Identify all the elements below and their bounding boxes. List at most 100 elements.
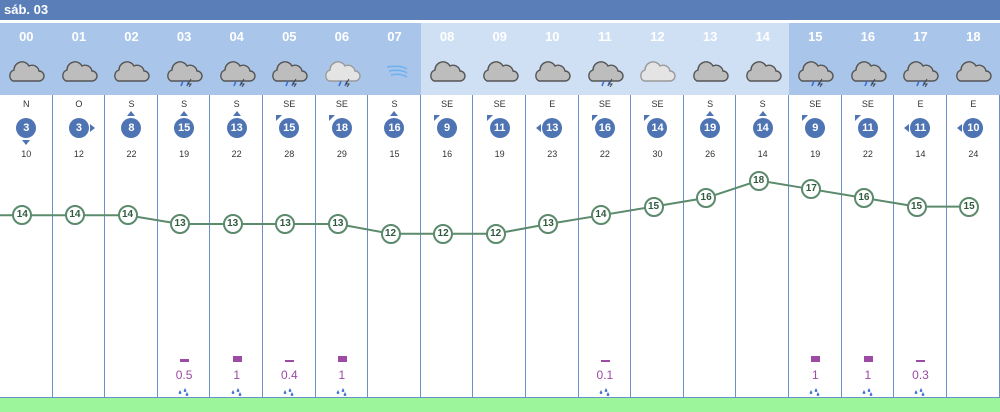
- rain-amount: 0.5: [175, 368, 193, 382]
- hour-header-bg: [841, 23, 895, 95]
- wind-direction: N: [23, 99, 30, 109]
- column-divider: [314, 95, 316, 400]
- wind-speed-badge: 18: [331, 118, 352, 138]
- rain-bar: [232, 356, 242, 362]
- wind-speed-badge: 11: [489, 118, 510, 138]
- rain-bar: [863, 356, 873, 362]
- wind-direction: S: [707, 99, 714, 109]
- column-divider: [472, 95, 474, 400]
- hour-header-bg: [157, 23, 211, 95]
- rain-drop-icon: [336, 388, 347, 397]
- hour-column: 14 S 14 14: [736, 23, 789, 412]
- column-divider: [998, 95, 1000, 400]
- hour-header-bg: [736, 23, 789, 95]
- cloudy-icon: [5, 57, 47, 87]
- hour-column: 05 SE 15 28 0.4: [263, 23, 316, 412]
- wind-speed-badge: 16: [384, 118, 405, 138]
- hour-label: 12: [650, 29, 665, 44]
- column-divider: [577, 95, 579, 400]
- wind-direction: S: [128, 99, 135, 109]
- rain-drop-icon: [914, 388, 925, 397]
- temperature-value: 12: [485, 223, 506, 244]
- wind-speed-badge: 10: [963, 118, 984, 138]
- hour-label: 02: [124, 29, 139, 44]
- night-wind-icon: [373, 57, 415, 87]
- storm-rain-icon: [847, 57, 889, 88]
- rain-drop-icon: [283, 388, 294, 397]
- column-divider: [209, 95, 211, 400]
- wind-gust: 19: [494, 149, 505, 159]
- column-divider: [787, 95, 789, 400]
- hour-header-bg: [105, 23, 158, 95]
- hour-column: 15 SE 9 19 1: [789, 23, 842, 412]
- hour-column: 09 SE 11 19: [473, 23, 526, 412]
- hour-label: 18: [966, 29, 981, 44]
- cloudy-icon: [110, 57, 152, 87]
- column-divider: [945, 95, 947, 400]
- wind-speed-badge: 15: [174, 118, 195, 138]
- hour-column: 04 S 13 22 1: [210, 23, 263, 412]
- wind-speed-badge: 9: [805, 118, 826, 138]
- light-cloud-icon: [636, 57, 678, 87]
- hour-header-bg: [263, 23, 316, 95]
- temperature-value: 15: [643, 196, 664, 217]
- rain-bar: [285, 360, 295, 362]
- wind-arrow-icon: [276, 115, 283, 121]
- header-divider: [0, 20, 1000, 23]
- wind-arrow-icon: [328, 115, 335, 121]
- bottom-divider: [0, 397, 1000, 398]
- wind-speed-badge: 16: [594, 118, 615, 138]
- wind-gust: 28: [284, 149, 295, 159]
- hour-label: 05: [282, 29, 297, 44]
- hour-header-bg: [52, 23, 106, 95]
- hour-header-bg: [683, 23, 737, 95]
- rain-amount: 0.3: [912, 368, 929, 382]
- wind-speed-badge: 8: [121, 118, 142, 138]
- hour-column: 01 O 3 12: [52, 23, 106, 412]
- wind-gust: 12: [73, 149, 84, 159]
- wind-speed-badge: 15: [279, 118, 300, 138]
- rain-bar: [600, 360, 610, 362]
- temperature-value: 18: [748, 170, 769, 191]
- temperature-value: 12: [380, 223, 401, 244]
- bottom-bar: [0, 398, 1000, 412]
- storm-rain-icon: [216, 57, 258, 88]
- wind-arrow-icon: [536, 124, 542, 132]
- temperature-value: 13: [327, 214, 348, 234]
- storm-rain-icon: [899, 57, 941, 88]
- hour-label: 14: [755, 29, 770, 44]
- wind-gust: 19: [810, 149, 821, 159]
- wind-gust: 16: [442, 149, 453, 159]
- hour-column: 07 S 16 15: [368, 23, 421, 412]
- wind-speed-badge: 11: [857, 118, 878, 138]
- hour-column: 12 SE 14 30: [631, 23, 684, 412]
- wind-speed-badge: 13: [226, 118, 247, 138]
- wind-direction: SE: [335, 99, 348, 109]
- wind-gust: 30: [652, 149, 663, 159]
- hour-column: 00 N 3 10: [0, 23, 53, 412]
- column-divider: [630, 95, 632, 400]
- hour-column: 13 S 19 26: [683, 23, 737, 412]
- storm-rain-light-icon: [321, 57, 363, 88]
- temperature-value: 14: [590, 205, 611, 226]
- wind-gust: 10: [21, 149, 32, 159]
- wind-direction: S: [181, 99, 188, 109]
- wind-arrow-icon: [904, 124, 910, 132]
- column-divider: [682, 95, 684, 400]
- hour-label: 01: [71, 29, 87, 44]
- wind-direction: S: [759, 99, 766, 109]
- storm-rain-icon: [163, 57, 205, 88]
- hour-header-bg: [894, 23, 947, 95]
- day-header: sáb. 03: [0, 0, 1000, 20]
- wind-direction: E: [549, 99, 556, 109]
- wind-direction: SE: [283, 99, 296, 109]
- temperature-polyline: [0, 179, 970, 235]
- rain-bar: [811, 356, 821, 362]
- wind-arrow-icon: [591, 115, 598, 121]
- temperature-value: 15: [959, 196, 980, 217]
- hour-header-bg: [420, 23, 474, 95]
- hour-column: 18 E 10 24: [946, 23, 1000, 412]
- rain-drop-icon: [231, 388, 242, 397]
- cloudy-icon: [531, 57, 573, 87]
- wind-gust: 15: [389, 149, 400, 159]
